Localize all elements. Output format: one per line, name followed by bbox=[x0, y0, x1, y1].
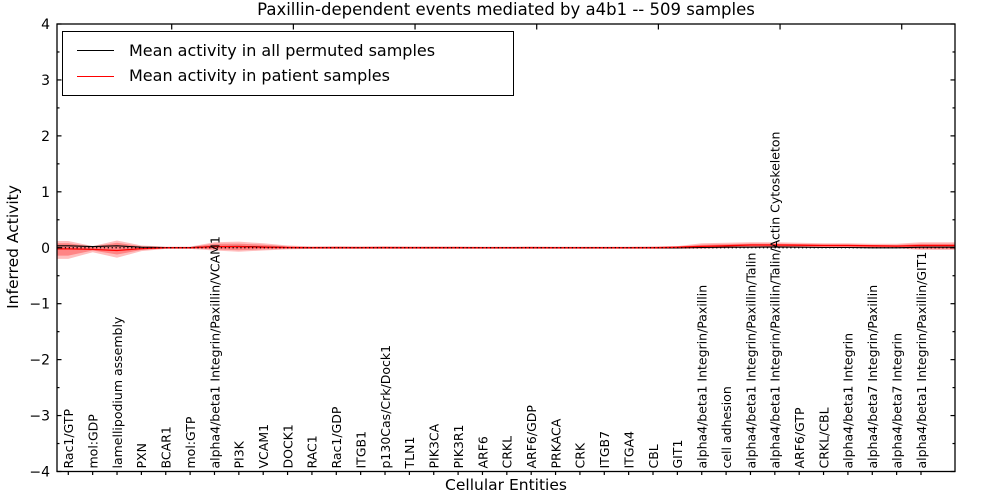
category-label: GIT1 bbox=[670, 440, 685, 469]
legend-label-permuted-samples: Mean activity in all permuted samples bbox=[129, 40, 436, 60]
category-label: PIK3CA bbox=[427, 423, 442, 468]
category-label: alpha4/beta1 Integrin/Paxillin/Talin/Act… bbox=[768, 132, 783, 469]
y-axis-label: Inferred Activity bbox=[4, 185, 22, 309]
category-label: PRKACA bbox=[548, 418, 563, 468]
category-label: TLN1 bbox=[402, 437, 417, 470]
category-label: CRK bbox=[573, 442, 588, 468]
y-tick-label: −1 bbox=[29, 297, 50, 313]
category-label: PIK3R1 bbox=[451, 424, 466, 468]
category-label: CRKL bbox=[500, 436, 515, 469]
patient-sample-activity-inner-band bbox=[57, 242, 955, 256]
y-tick-labels: 4 3 2 1 0 −1 −2 −3 −4 bbox=[29, 17, 50, 481]
y-tick-label: 0 bbox=[41, 241, 50, 257]
category-label: VCAM1 bbox=[256, 424, 271, 469]
category-label: mol:GTP bbox=[183, 416, 198, 468]
x-axis-label: Cellular Entities bbox=[445, 476, 567, 494]
category-label: ITGB7 bbox=[597, 431, 612, 469]
category-label: alpha4/beta1 Integrin/Paxillin bbox=[695, 285, 710, 469]
category-label: alpha4/beta1 Integrin/Paxillin/Talin bbox=[743, 253, 758, 469]
legend-label-patient-samples: Mean activity in patient samples bbox=[129, 66, 390, 86]
y-tick-label: 2 bbox=[41, 129, 50, 145]
legend-entry-permuted-samples: Mean activity in all permuted samples bbox=[73, 41, 503, 61]
category-label: alpha4/beta1 Integrin/Paxillin/GIT1 bbox=[914, 252, 929, 469]
category-label: ARF6 bbox=[475, 436, 490, 468]
category-labels: Rac1/GTP mol:GDP lamellipodium assembly PXN… bbox=[61, 132, 929, 470]
legend-line-red bbox=[77, 75, 114, 77]
category-label: ARF6/GDP bbox=[524, 405, 539, 469]
y-tick-label: 3 bbox=[41, 73, 50, 89]
category-label: ITGA4 bbox=[621, 431, 636, 469]
legend: Mean activity in all permuted samples Me… bbox=[62, 31, 514, 96]
category-label: BCAR1 bbox=[159, 426, 174, 468]
category-label: ARF6/GTP bbox=[792, 407, 807, 468]
category-label: DOCK1 bbox=[280, 424, 295, 468]
category-label: cell adhesion bbox=[719, 386, 734, 468]
category-label: Rac1/GTP bbox=[61, 409, 76, 469]
category-label: alpha4/beta7 Integrin/Paxillin bbox=[865, 285, 880, 469]
category-label: PXN bbox=[134, 443, 149, 468]
category-label: p130Cas/Crk/Dock1 bbox=[378, 345, 393, 469]
chart-title: Paxillin-dependent events mediated by a4… bbox=[257, 0, 755, 19]
category-label: Rac1/GDP bbox=[329, 406, 344, 468]
category-label: alpha4/beta7 Integrin bbox=[889, 333, 904, 469]
y-tick-label: 1 bbox=[41, 185, 50, 201]
category-label: mol:GDP bbox=[85, 414, 100, 469]
y-tick-label: −4 bbox=[29, 465, 50, 481]
axis-ticks bbox=[57, 23, 955, 475]
legend-line-black bbox=[77, 50, 114, 52]
category-label: CBL bbox=[646, 444, 661, 468]
category-label: alpha4/beta1 Integrin/Paxillin/VCAM1 bbox=[207, 236, 222, 468]
category-label: ITGB1 bbox=[353, 431, 368, 469]
patient-sample-activity-outer-band bbox=[57, 240, 955, 259]
category-label: RAC1 bbox=[305, 435, 320, 468]
category-label: alpha4/beta1 Integrin bbox=[841, 333, 856, 469]
y-tick-label: −2 bbox=[29, 353, 50, 369]
y-tick-label: −3 bbox=[29, 409, 50, 425]
category-label: lamellipodium assembly bbox=[110, 316, 125, 468]
legend-entry-patient-samples: Mean activity in patient samples bbox=[73, 66, 503, 86]
category-label: CRKL/CBL bbox=[816, 407, 831, 468]
category-label: PI3K bbox=[232, 440, 247, 468]
y-tick-label: 4 bbox=[41, 17, 50, 33]
